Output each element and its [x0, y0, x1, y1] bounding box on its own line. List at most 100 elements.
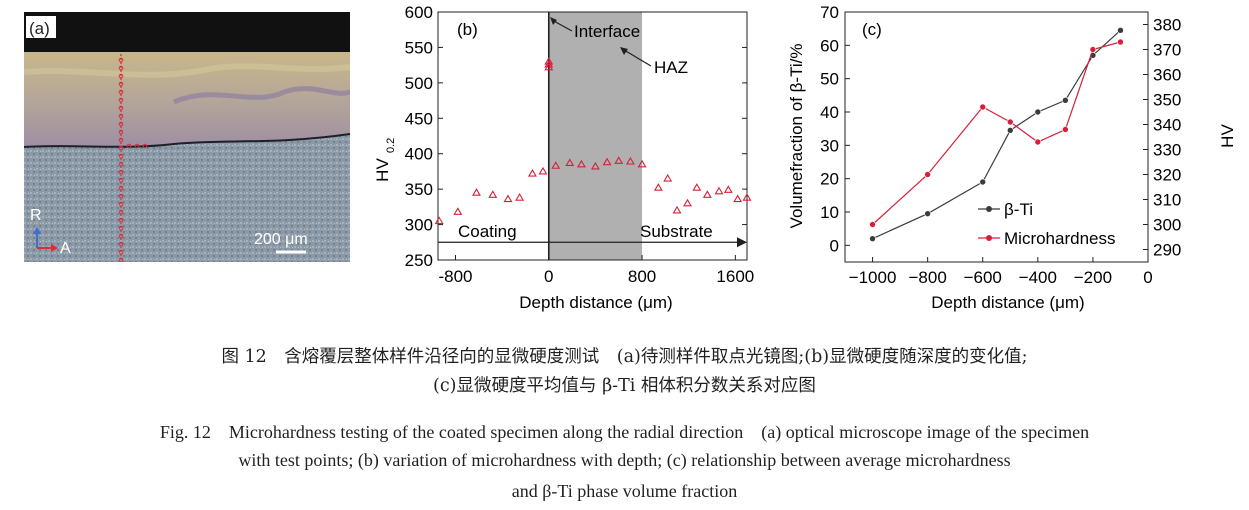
hardness-point	[602, 157, 612, 166]
test-point	[118, 209, 124, 215]
series-line	[872, 29, 1121, 240]
test-point	[118, 73, 124, 79]
y-left-tick-label: 60	[820, 36, 839, 55]
x-tick-label: -800	[438, 267, 472, 286]
hardness-point	[702, 190, 712, 198]
caption-en-line1: Fig. 12 Microhardness testing of the coa…	[159, 422, 1090, 442]
series-point	[924, 210, 931, 217]
series-point	[1089, 46, 1097, 53]
test-point	[118, 137, 124, 143]
test-point	[126, 143, 132, 149]
hardness-point	[434, 216, 444, 225]
y-left-tick-label: 70	[820, 3, 839, 22]
legend-beta-ti-label: β-Ti	[1004, 200, 1033, 219]
test-point	[118, 113, 124, 119]
hardness-point	[625, 156, 635, 165]
svg-text:0.2: 0.2	[385, 138, 397, 153]
series-point	[1034, 108, 1042, 116]
haz-annotation: HAZ	[654, 58, 688, 77]
y-right-tick-label: 330	[1153, 141, 1181, 160]
x-tick-label: −600	[964, 268, 1002, 287]
svg-text:HV: HV	[373, 158, 392, 182]
hardness-point	[544, 59, 554, 68]
series-point	[869, 221, 876, 228]
chart-b-ticks: 250 300 350 400 450 500 550 600 -800 0 800 1600	[405, 3, 755, 286]
test-point	[118, 217, 124, 223]
axis-a-label: A	[60, 240, 71, 257]
test-point	[118, 177, 124, 183]
test-point-markers	[118, 57, 148, 262]
chart-c-series	[869, 27, 1124, 242]
y-right-tick-label: 340	[1153, 116, 1181, 135]
x-tick-label: −800	[908, 268, 946, 287]
y-left-tick-label: 40	[820, 103, 839, 122]
test-point	[118, 65, 124, 71]
panel-a-label-bg	[26, 16, 56, 38]
series-point	[1006, 127, 1014, 134]
hardness-point	[683, 198, 692, 207]
test-point	[118, 185, 124, 191]
test-point	[118, 169, 124, 175]
hardness-point	[590, 161, 600, 170]
test-point	[118, 145, 124, 151]
series-point	[1117, 38, 1124, 46]
hardness-point	[576, 159, 586, 168]
panel-b-label: (b)	[457, 20, 478, 39]
y-left-tick-label: 10	[820, 203, 839, 222]
y-tick-label: 400	[405, 145, 433, 164]
hardness-point	[733, 194, 743, 203]
hardness-point	[453, 207, 463, 215]
hardness-point	[551, 161, 561, 169]
y-right-tick-label: 320	[1153, 166, 1181, 185]
y-right-tick-label: 290	[1153, 241, 1181, 260]
legend-beta-ti-marker	[986, 206, 992, 212]
test-point	[134, 143, 140, 149]
test-point	[118, 97, 124, 103]
caption-cn-line1: 图 12 含熔覆层整体样件沿径向的显微硬度测试 (a)待测样件取点光镜图;(b)…	[221, 347, 1028, 367]
test-point	[118, 105, 124, 111]
y-right-tick-label: 310	[1153, 191, 1181, 210]
y-tick-label: 550	[405, 38, 433, 57]
haz-pointer	[623, 49, 652, 67]
test-point	[118, 193, 124, 199]
chart-c-xlabel: Depth distance (μm)	[931, 293, 1084, 312]
chart-c: 0 10 20 30 40 50 60 70 290 300 310 320 330 340 350 360 3…	[787, 3, 1237, 312]
chart-c-legend: β-Ti Microhardness	[978, 200, 1116, 248]
caption-en-line3: and β-Ti phase volume fraction	[511, 481, 738, 501]
series-point	[1062, 97, 1069, 104]
y-right-tick-label: 300	[1153, 216, 1181, 235]
hardness-point	[692, 183, 702, 191]
caption-en-line2: with test points; (b) variation of micro…	[238, 450, 1011, 470]
legend-microhardness-marker	[986, 235, 992, 241]
test-point	[118, 129, 124, 135]
chart-b: 250 300 350 400 450 500 550 600 -800 0 800 1600 (b)…	[373, 3, 755, 312]
test-point	[118, 241, 124, 247]
y-tick-label: 600	[405, 3, 433, 22]
y-right-tick-label: 360	[1153, 66, 1181, 85]
series-point	[924, 171, 931, 178]
y-tick-label: 300	[405, 216, 433, 235]
test-point	[118, 153, 124, 159]
depth-arrow-head	[737, 237, 747, 248]
test-point	[118, 225, 124, 231]
y-tick-label: 450	[405, 109, 433, 128]
chart-b-frame	[437, 11, 748, 261]
chart-c-ticks: 0 10 20 30 40 50 60 70 290 300 310 320 330 340 350 360 3…	[820, 3, 1181, 287]
y-tick-label: 250	[405, 251, 433, 270]
y-tick-label: 500	[405, 74, 433, 93]
hardness-point	[565, 158, 575, 166]
series-point	[979, 103, 987, 111]
chart-b-ylabel: HV 0.2	[373, 138, 397, 182]
x-tick-label: 1600	[716, 267, 754, 286]
hardness-points	[434, 57, 752, 225]
hardness-point	[714, 186, 724, 195]
series-point	[1117, 27, 1124, 34]
y-tick-label: 350	[405, 180, 433, 199]
y-left-tick-label: 0	[830, 236, 839, 255]
hardness-point	[527, 168, 537, 177]
hardness-point	[672, 205, 682, 214]
hardness-point	[515, 193, 525, 201]
x-tick-label: −400	[1019, 268, 1057, 287]
substrate-annotation: Substrate	[640, 222, 713, 241]
test-point	[118, 161, 124, 167]
